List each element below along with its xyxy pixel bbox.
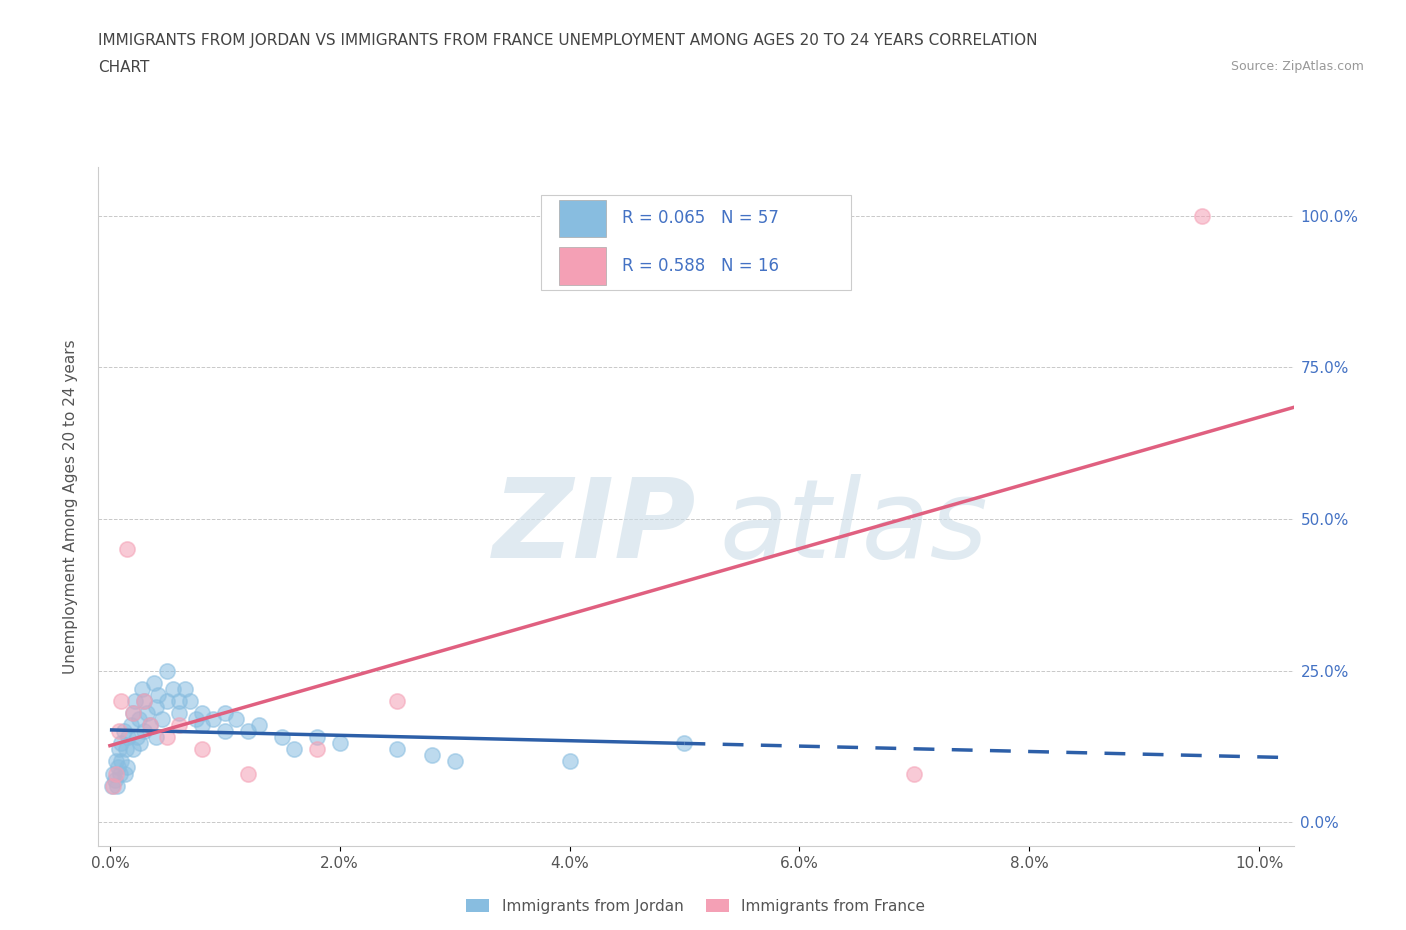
Point bbox=[385, 742, 409, 757]
Point bbox=[108, 742, 131, 757]
Point bbox=[150, 711, 173, 726]
Point bbox=[108, 724, 131, 738]
Text: Source: ZipAtlas.com: Source: ZipAtlas.com bbox=[1230, 60, 1364, 73]
Point bbox=[247, 718, 270, 733]
Bar bbox=[558, 200, 606, 237]
Point bbox=[104, 766, 127, 781]
Point bbox=[305, 730, 328, 745]
Point bbox=[105, 778, 128, 793]
Point bbox=[120, 718, 142, 733]
Point bbox=[443, 754, 465, 769]
Point bbox=[236, 766, 259, 781]
Point bbox=[134, 724, 156, 738]
Point bbox=[131, 682, 153, 697]
Point bbox=[162, 682, 184, 697]
Text: atlas: atlas bbox=[720, 473, 988, 580]
Point bbox=[134, 694, 156, 709]
Point bbox=[122, 742, 145, 757]
Point bbox=[156, 663, 179, 678]
Point bbox=[148, 687, 170, 702]
Point bbox=[142, 675, 165, 690]
Point bbox=[128, 711, 150, 726]
Point bbox=[173, 682, 195, 697]
Point bbox=[139, 718, 162, 733]
Point bbox=[191, 742, 214, 757]
Point bbox=[103, 778, 125, 793]
Bar bbox=[558, 247, 606, 285]
Point bbox=[191, 706, 214, 721]
Point bbox=[122, 706, 145, 721]
Point bbox=[156, 730, 179, 745]
Point bbox=[214, 706, 236, 721]
Text: IMMIGRANTS FROM JORDAN VS IMMIGRANTS FROM FRANCE UNEMPLOYMENT AMONG AGES 20 TO 2: IMMIGRANTS FROM JORDAN VS IMMIGRANTS FRO… bbox=[98, 33, 1038, 47]
Point bbox=[329, 736, 352, 751]
FancyBboxPatch shape bbox=[540, 194, 852, 289]
Point bbox=[184, 711, 207, 726]
Point bbox=[179, 694, 201, 709]
Point bbox=[558, 754, 581, 769]
Point bbox=[115, 742, 138, 757]
Point bbox=[104, 754, 127, 769]
Point bbox=[128, 736, 150, 751]
Point bbox=[110, 766, 132, 781]
Point bbox=[124, 694, 146, 709]
Point bbox=[673, 736, 696, 751]
Point bbox=[114, 766, 136, 781]
Text: R = 0.588   N = 16: R = 0.588 N = 16 bbox=[621, 257, 779, 275]
Point bbox=[145, 699, 167, 714]
Point bbox=[225, 711, 247, 726]
Point bbox=[1191, 208, 1213, 223]
Point bbox=[115, 542, 138, 557]
Point bbox=[127, 730, 149, 745]
Point bbox=[101, 778, 124, 793]
Point bbox=[103, 766, 125, 781]
Legend: Immigrants from Jordan, Immigrants from France: Immigrants from Jordan, Immigrants from … bbox=[460, 893, 932, 920]
Point bbox=[191, 718, 214, 733]
Point bbox=[115, 760, 138, 775]
Point bbox=[420, 748, 443, 763]
Point bbox=[167, 694, 190, 709]
Y-axis label: Unemployment Among Ages 20 to 24 years: Unemployment Among Ages 20 to 24 years bbox=[63, 339, 77, 674]
Text: R = 0.065   N = 57: R = 0.065 N = 57 bbox=[621, 209, 779, 227]
Point bbox=[202, 711, 225, 726]
Point bbox=[110, 754, 132, 769]
Point bbox=[112, 724, 135, 738]
Point bbox=[283, 742, 305, 757]
Point bbox=[271, 730, 294, 745]
Point bbox=[139, 718, 162, 733]
Point bbox=[236, 724, 259, 738]
Point bbox=[385, 694, 409, 709]
Point bbox=[107, 760, 129, 775]
Point bbox=[214, 724, 236, 738]
Point bbox=[903, 766, 925, 781]
Point bbox=[103, 772, 125, 787]
Point bbox=[134, 694, 156, 709]
Point bbox=[135, 706, 157, 721]
Point bbox=[167, 718, 190, 733]
Point bbox=[305, 742, 328, 757]
Text: ZIP: ZIP bbox=[492, 473, 696, 580]
Point bbox=[110, 736, 132, 751]
Point bbox=[110, 694, 132, 709]
Point bbox=[122, 706, 145, 721]
Point bbox=[156, 694, 179, 709]
Point bbox=[167, 706, 190, 721]
Point bbox=[145, 730, 167, 745]
Point bbox=[117, 730, 139, 745]
Text: CHART: CHART bbox=[98, 60, 150, 75]
